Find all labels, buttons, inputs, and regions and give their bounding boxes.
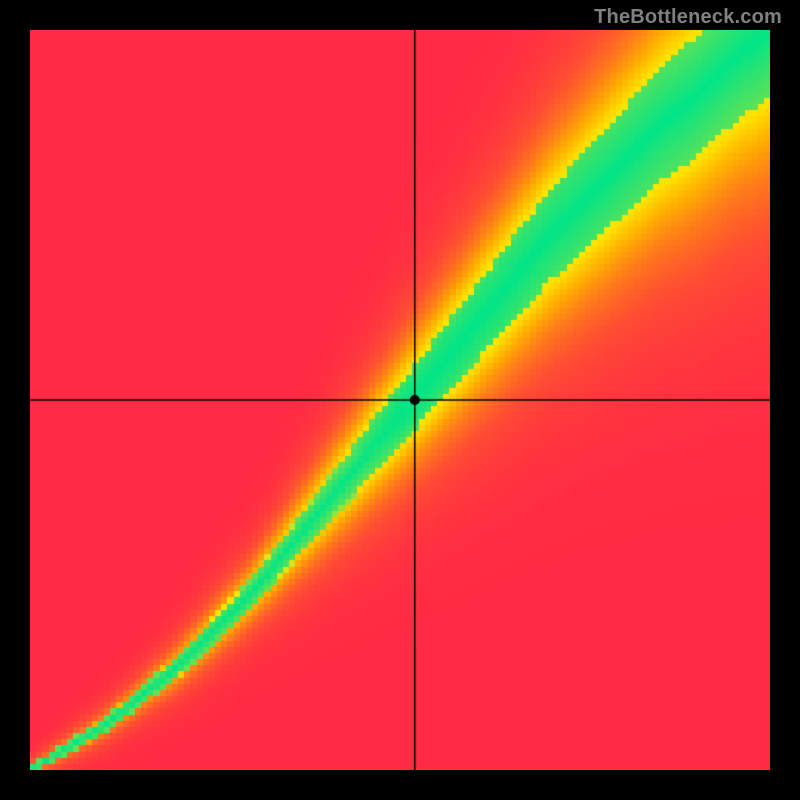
heatmap-canvas bbox=[30, 30, 770, 770]
watermark-text: TheBottleneck.com bbox=[594, 6, 782, 29]
heatmap-plot bbox=[30, 30, 770, 770]
chart-container: TheBottleneck.com bbox=[0, 0, 800, 800]
